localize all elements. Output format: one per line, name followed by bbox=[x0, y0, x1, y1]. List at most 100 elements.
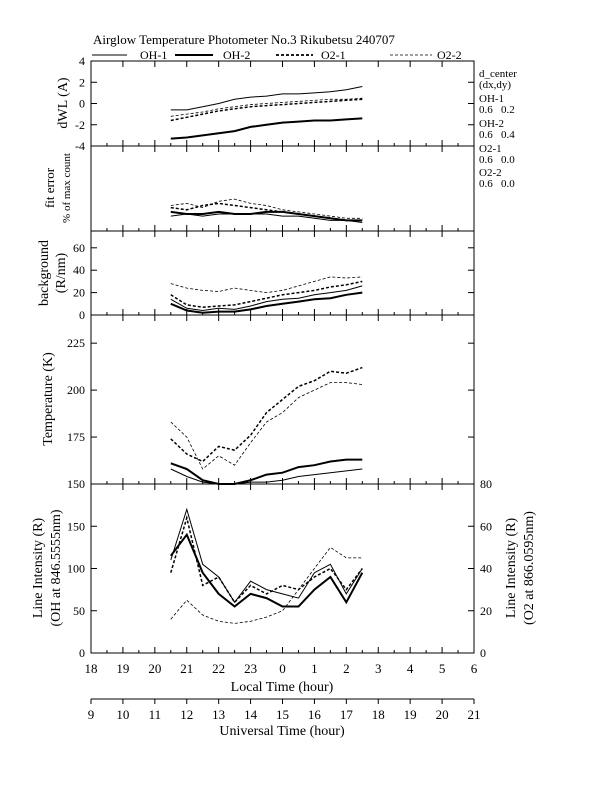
ut-tick-label: 9 bbox=[88, 707, 95, 722]
y-tick-label-2: 0 bbox=[79, 308, 85, 322]
ylabel-intensity-2: (OH at 846.5555nm) bbox=[49, 509, 64, 626]
ylabel-background: background bbox=[37, 240, 52, 306]
side-info-name-oh1: OH-1 bbox=[479, 93, 504, 105]
series-o21-panel-3 bbox=[170, 366, 363, 463]
legend-label-o22: O2-2 bbox=[437, 48, 462, 62]
side-info-name-o21: O2-1 bbox=[479, 143, 502, 155]
legend: OH-1 OH-2 O2-1 O2-2 bbox=[92, 48, 462, 62]
series-oh1-panel-1 bbox=[170, 213, 363, 223]
y-right-tick-label: 0 bbox=[480, 646, 486, 660]
frame-dwl bbox=[90, 60, 475, 147]
legend-label-o21: O2-1 bbox=[321, 48, 346, 62]
ut-tick-label: 12 bbox=[180, 707, 193, 722]
series-oh1-panel-0 bbox=[170, 86, 363, 111]
legend-label-oh2: OH-2 bbox=[223, 48, 250, 62]
series-oh1-panel-4 bbox=[170, 507, 363, 604]
side-info-value-o21: 0.6 0.0 bbox=[479, 154, 515, 166]
local-tick-label: 19 bbox=[116, 661, 129, 676]
ylabel-temperature: Temperature (K) bbox=[41, 352, 56, 446]
y-tick-label-0: 2 bbox=[79, 75, 85, 89]
side-info-name-o22: O2-2 bbox=[479, 167, 502, 179]
side-info-value-oh2: 0.6 0.4 bbox=[479, 129, 515, 141]
y-tick-label-4: 50 bbox=[73, 604, 85, 618]
y-tick-label-2: 40 bbox=[73, 263, 85, 277]
y-tick-label-3: 200 bbox=[67, 383, 85, 397]
y-tick-label-0: 0 bbox=[79, 97, 85, 111]
y-tick-label-4: 150 bbox=[67, 519, 85, 533]
ut-tick-label: 19 bbox=[404, 707, 417, 722]
y-tick-label-3: 150 bbox=[67, 477, 85, 491]
local-tick-label: 1 bbox=[311, 661, 318, 676]
local-time-label: Local Time (hour) bbox=[231, 680, 334, 695]
local-tick-label: 5 bbox=[439, 661, 446, 676]
side-info: d_center (dx,dy) OH-1 0.6 0.2 OH-2 0.6 0… bbox=[479, 68, 517, 190]
y-right-tick-label: 60 bbox=[480, 519, 492, 533]
y-right-tick-label: 80 bbox=[480, 477, 492, 491]
series-o21-panel-0 bbox=[170, 98, 363, 122]
ut-tick-label: 18 bbox=[372, 707, 385, 722]
local-tick-label: 20 bbox=[148, 661, 161, 676]
ylabel-fit-error-2: % of max count bbox=[61, 153, 73, 223]
series-oh2-panel-2 bbox=[170, 291, 363, 314]
frame-background bbox=[90, 230, 475, 316]
series-o21-panel-1 bbox=[170, 202, 363, 222]
side-info-heading2: (dx,dy) bbox=[479, 79, 511, 91]
ut-tick-label: 17 bbox=[340, 707, 354, 722]
y-axis-labels: dWL (A) fit error % of max count backgro… bbox=[31, 77, 537, 626]
frame-temperature bbox=[90, 314, 475, 485]
side-info-name-oh2: OH-2 bbox=[479, 118, 504, 130]
ut-tick-label: 13 bbox=[212, 707, 225, 722]
figure-title: Airglow Temperature Photometer No.3 Riku… bbox=[93, 32, 395, 47]
y-tick-label-4: 0 bbox=[79, 646, 85, 660]
series-o21-panel-2 bbox=[170, 280, 363, 308]
local-tick-label: 6 bbox=[471, 661, 478, 676]
series-oh2-panel-0 bbox=[170, 117, 363, 140]
y-right-tick-label: 20 bbox=[480, 604, 492, 618]
ylabel-fit-error: fit error bbox=[42, 167, 57, 208]
series-o22-panel-2 bbox=[170, 276, 363, 294]
frame-fit-error bbox=[90, 145, 475, 232]
series-oh2-panel-4 bbox=[170, 532, 364, 608]
series-oh2-panel-3 bbox=[170, 458, 363, 485]
local-tick-label: 23 bbox=[244, 661, 257, 676]
ut-tick-label: 15 bbox=[276, 707, 289, 722]
series-oh1-panel-2 bbox=[170, 285, 363, 312]
series-layer bbox=[170, 86, 364, 624]
y-tick-label-3: 225 bbox=[67, 336, 85, 350]
y-tick-label-2: 20 bbox=[73, 286, 85, 300]
local-tick-label: 4 bbox=[407, 661, 414, 676]
series-o22-panel-3 bbox=[170, 382, 363, 470]
ut-tick-label: 21 bbox=[468, 707, 481, 722]
local-tick-label: 18 bbox=[85, 661, 98, 676]
ut-tick-label: 20 bbox=[436, 707, 449, 722]
ylabel-intensity: Line Intensity (R) bbox=[31, 518, 46, 619]
y-tick-label-0: 4 bbox=[79, 54, 85, 68]
y-tick-label-3: 175 bbox=[67, 430, 85, 444]
local-tick-label: 2 bbox=[343, 661, 350, 676]
local-tick-label: 22 bbox=[212, 661, 225, 676]
y-tick-label-2: 60 bbox=[73, 241, 85, 255]
ylabel-dwl: dWL (A) bbox=[56, 77, 71, 129]
ut-tick-label: 14 bbox=[244, 707, 258, 722]
y-tick-label-0: -2 bbox=[75, 118, 85, 132]
ylabel-background-2: (R/nm) bbox=[54, 252, 69, 293]
y-right-tick-label: 40 bbox=[480, 562, 492, 576]
side-info-value-o22: 0.6 0.0 bbox=[479, 178, 515, 190]
series-oh1-panel-3 bbox=[170, 468, 363, 485]
tick-layer: 18 19 20 21 22 23 0 1 2 3 4 5 69 10 11 12 13 14 15 16 17 18 19… bbox=[67, 54, 492, 722]
local-tick-label: 21 bbox=[180, 661, 193, 676]
ut-tick-label: 10 bbox=[116, 707, 129, 722]
side-info-heading: d_center bbox=[479, 68, 517, 80]
series-o22-panel-4 bbox=[170, 546, 363, 624]
side-info-value-oh1: 0.6 0.2 bbox=[479, 104, 515, 116]
y-tick-label-0: -4 bbox=[75, 139, 85, 153]
series-o22-panel-0 bbox=[170, 97, 363, 117]
ylabel-intensity-right-2: (O2 at 866.0595nm) bbox=[522, 511, 537, 625]
y-tick-label-4: 100 bbox=[67, 562, 85, 576]
frame-line-intensity bbox=[90, 483, 475, 654]
ut-label: Universal Time (hour) bbox=[219, 724, 345, 739]
series-o21-panel-4 bbox=[170, 514, 363, 604]
legend-label-oh1: OH-1 bbox=[140, 48, 167, 62]
ut-tick-label: 16 bbox=[308, 707, 322, 722]
